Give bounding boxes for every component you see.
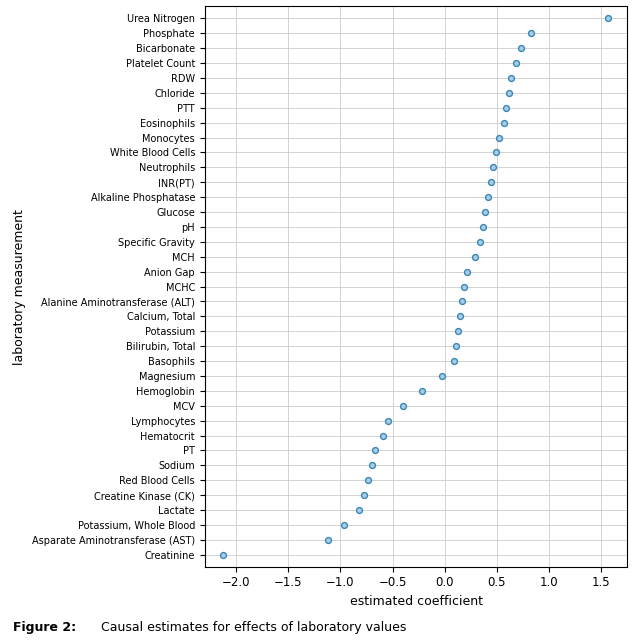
Point <box>449 356 459 366</box>
Point <box>453 326 463 336</box>
Text: Figure 2:: Figure 2: <box>13 621 76 634</box>
Point <box>417 386 427 396</box>
Point <box>526 28 536 39</box>
Point <box>378 430 388 440</box>
Point <box>488 162 498 173</box>
Point <box>323 535 333 545</box>
Point <box>504 88 515 98</box>
Point <box>339 520 349 530</box>
Point <box>354 505 364 515</box>
Point <box>478 222 488 232</box>
Point <box>494 133 504 143</box>
Point <box>359 490 369 500</box>
Point <box>506 73 516 83</box>
Point <box>460 281 470 292</box>
Point <box>499 117 509 128</box>
Point <box>367 460 377 471</box>
Text: Causal estimates for effects of laboratory values: Causal estimates for effects of laborato… <box>93 621 406 634</box>
Point <box>480 207 490 217</box>
Point <box>218 549 228 560</box>
Point <box>501 102 511 113</box>
Y-axis label: laboratory measurement: laboratory measurement <box>13 209 26 365</box>
Point <box>491 147 501 158</box>
Point <box>604 14 614 24</box>
Point <box>470 252 480 262</box>
Point <box>451 341 461 352</box>
Point <box>398 401 408 411</box>
Point <box>511 58 521 68</box>
Point <box>516 43 526 53</box>
Point <box>461 267 472 277</box>
Point <box>436 371 447 381</box>
X-axis label: estimated coefficient: estimated coefficient <box>349 595 483 608</box>
Point <box>455 311 465 321</box>
Point <box>475 237 485 247</box>
Point <box>483 192 493 202</box>
Point <box>486 177 496 187</box>
Point <box>458 296 468 307</box>
Point <box>362 475 372 486</box>
Point <box>383 415 394 426</box>
Point <box>370 446 380 456</box>
